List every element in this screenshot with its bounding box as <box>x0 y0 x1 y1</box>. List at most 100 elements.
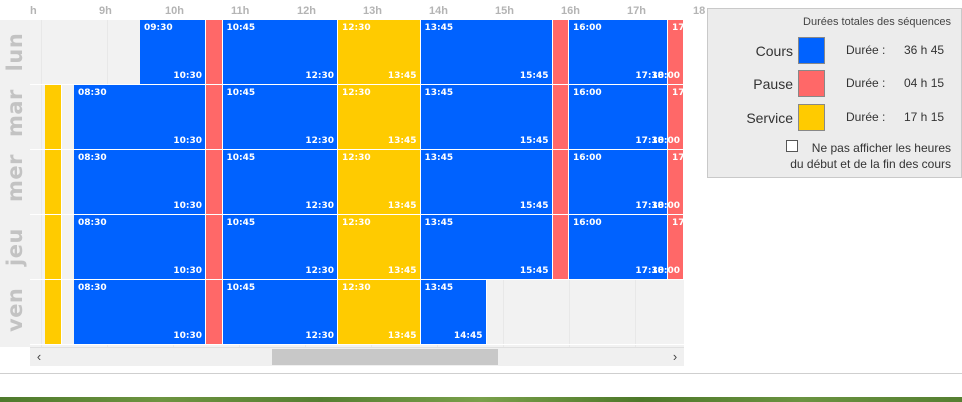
block-start-time: 08:30 <box>78 153 107 163</box>
pause-block[interactable] <box>553 215 570 280</box>
legend-row-pause: Pause Durée : 04 h 15 <box>708 68 962 98</box>
block-start-time: 08:30 <box>78 283 107 293</box>
block-start-time: 16:00 <box>573 153 602 163</box>
day-label-lun: lun <box>3 32 27 72</box>
cours-block[interactable]: 08:30 10:30 <box>74 280 206 345</box>
block-end-time: 18:00 <box>651 136 680 146</box>
chevron-left-icon[interactable]: ‹ <box>30 348 48 366</box>
hour-label: 10h <box>165 5 184 17</box>
cours-block[interactable]: 10:45 12:30 <box>223 150 339 215</box>
block-end-time: 13:45 <box>388 331 417 341</box>
block-end-time: 13:45 <box>388 201 417 211</box>
hour-label: 14h <box>429 5 448 17</box>
block-end-time: 18:00 <box>651 201 680 211</box>
cours-block[interactable]: 09:30 10:30 <box>140 20 206 85</box>
block-end-time: 15:45 <box>520 71 549 81</box>
cours-color-swatch <box>798 37 825 64</box>
block-end-time: 13:45 <box>388 136 417 146</box>
service-block[interactable]: 12:30 13:45 <box>338 215 421 280</box>
block-start-time: 09:30 <box>144 23 173 33</box>
pause-block[interactable]: 17:30 18:00 <box>668 20 684 85</box>
day-column: lun mar mer jeu ven <box>0 20 30 347</box>
timetable: h 9h 10h 11h 12h 13h 14h 15h 16h 17h 18 lun mar mer j… <box>0 0 686 366</box>
block-end-time: 12:30 <box>305 266 334 276</box>
cours-block[interactable]: 10:45 12:30 <box>223 85 339 150</box>
scroll-thumb[interactable] <box>272 349 498 365</box>
cours-block[interactable]: 10:45 12:30 <box>223 280 339 345</box>
service-block[interactable]: 12:30 13:45 <box>338 280 421 345</box>
pause-block[interactable] <box>206 215 223 280</box>
pause-block[interactable]: 17:30 18:00 <box>668 150 684 215</box>
block-end-time: 12:30 <box>305 201 334 211</box>
block-start-time: 17:30 <box>672 23 684 33</box>
pause-block[interactable] <box>553 20 570 85</box>
hour-label: 13h <box>363 5 382 17</box>
block-end-time: 18:00 <box>651 266 680 276</box>
block-start-time: 10:45 <box>227 218 256 228</box>
hour-label: 15h <box>495 5 514 17</box>
service-color-swatch <box>798 104 825 131</box>
block-start-time: 12:30 <box>342 283 371 293</box>
bottom-divider <box>0 373 962 374</box>
cours-block[interactable]: 13:45 15:45 <box>421 85 553 150</box>
service-block[interactable] <box>45 280 62 345</box>
cours-block[interactable]: 08:30 10:30 <box>74 85 206 150</box>
hour-gridline <box>41 20 42 347</box>
cours-block[interactable]: 08:30 10:30 <box>74 215 206 280</box>
service-block[interactable] <box>45 150 62 215</box>
hide-hours-checkbox[interactable] <box>786 140 798 152</box>
block-end-time: 10:30 <box>173 136 202 146</box>
service-block[interactable] <box>45 85 62 150</box>
legend-row-service: Service Durée : 17 h 15 <box>708 102 962 132</box>
pause-block[interactable] <box>206 85 223 150</box>
block-start-time: 12:30 <box>342 88 371 98</box>
pause-color-swatch <box>798 70 825 97</box>
cours-block[interactable]: 08:30 10:30 <box>74 150 206 215</box>
footer-grass-strip <box>0 397 962 402</box>
block-start-time: 16:00 <box>573 23 602 33</box>
block-start-time: 12:30 <box>342 153 371 163</box>
cours-block[interactable]: 13:45 14:45 <box>421 280 487 345</box>
pause-block[interactable] <box>553 85 570 150</box>
hour-label: 11h <box>231 5 249 17</box>
cours-block[interactable]: 13:45 15:45 <box>421 150 553 215</box>
cours-block[interactable]: 10:45 12:30 <box>223 215 339 280</box>
cours-block[interactable]: 13:45 15:45 <box>421 215 553 280</box>
legend-name: Cours <box>756 43 793 59</box>
block-start-time: 13:45 <box>425 23 454 33</box>
service-block[interactable] <box>45 215 62 280</box>
block-end-time: 15:45 <box>520 136 549 146</box>
block-end-time: 15:45 <box>520 266 549 276</box>
legend-name: Service <box>746 110 793 126</box>
block-end-time: 12:30 <box>305 136 334 146</box>
pause-block[interactable]: 17:30 18:00 <box>668 85 684 150</box>
chevron-right-icon[interactable]: › <box>666 348 684 366</box>
service-block[interactable]: 12:30 13:45 <box>338 150 421 215</box>
block-end-time: 10:30 <box>173 71 202 81</box>
hour-label: 17h <box>627 5 646 17</box>
pause-block[interactable] <box>206 150 223 215</box>
block-start-time: 10:45 <box>227 88 256 98</box>
block-start-time: 08:30 <box>78 218 107 228</box>
block-end-time: 18:00 <box>651 71 680 81</box>
service-block[interactable]: 12:30 13:45 <box>338 85 421 150</box>
block-end-time: 10:30 <box>173 201 202 211</box>
pause-block[interactable]: 17:30 18:00 <box>668 215 684 280</box>
block-end-time: 15:45 <box>520 201 549 211</box>
hide-hours-label-line1[interactable]: Ne pas afficher les heures <box>812 141 951 155</box>
block-start-time: 13:45 <box>425 283 454 293</box>
block-end-time: 10:30 <box>173 266 202 276</box>
horizontal-scrollbar[interactable]: ‹ › <box>30 347 684 366</box>
duration-label: Durée : <box>846 43 885 57</box>
pause-block[interactable] <box>206 280 223 345</box>
pause-block[interactable] <box>206 20 223 85</box>
hour-label: 18 <box>693 5 705 17</box>
block-start-time: 17:30 <box>672 88 684 98</box>
duration-legend: Durées totales des séquences Cours Durée… <box>707 8 962 178</box>
block-start-time: 17:30 <box>672 153 684 163</box>
hide-hours-label-line2[interactable]: du début et de la fin des cours <box>790 157 951 171</box>
service-block[interactable]: 12:30 13:45 <box>338 20 421 85</box>
cours-block[interactable]: 10:45 12:30 <box>223 20 339 85</box>
pause-block[interactable] <box>553 150 570 215</box>
cours-block[interactable]: 13:45 15:45 <box>421 20 553 85</box>
